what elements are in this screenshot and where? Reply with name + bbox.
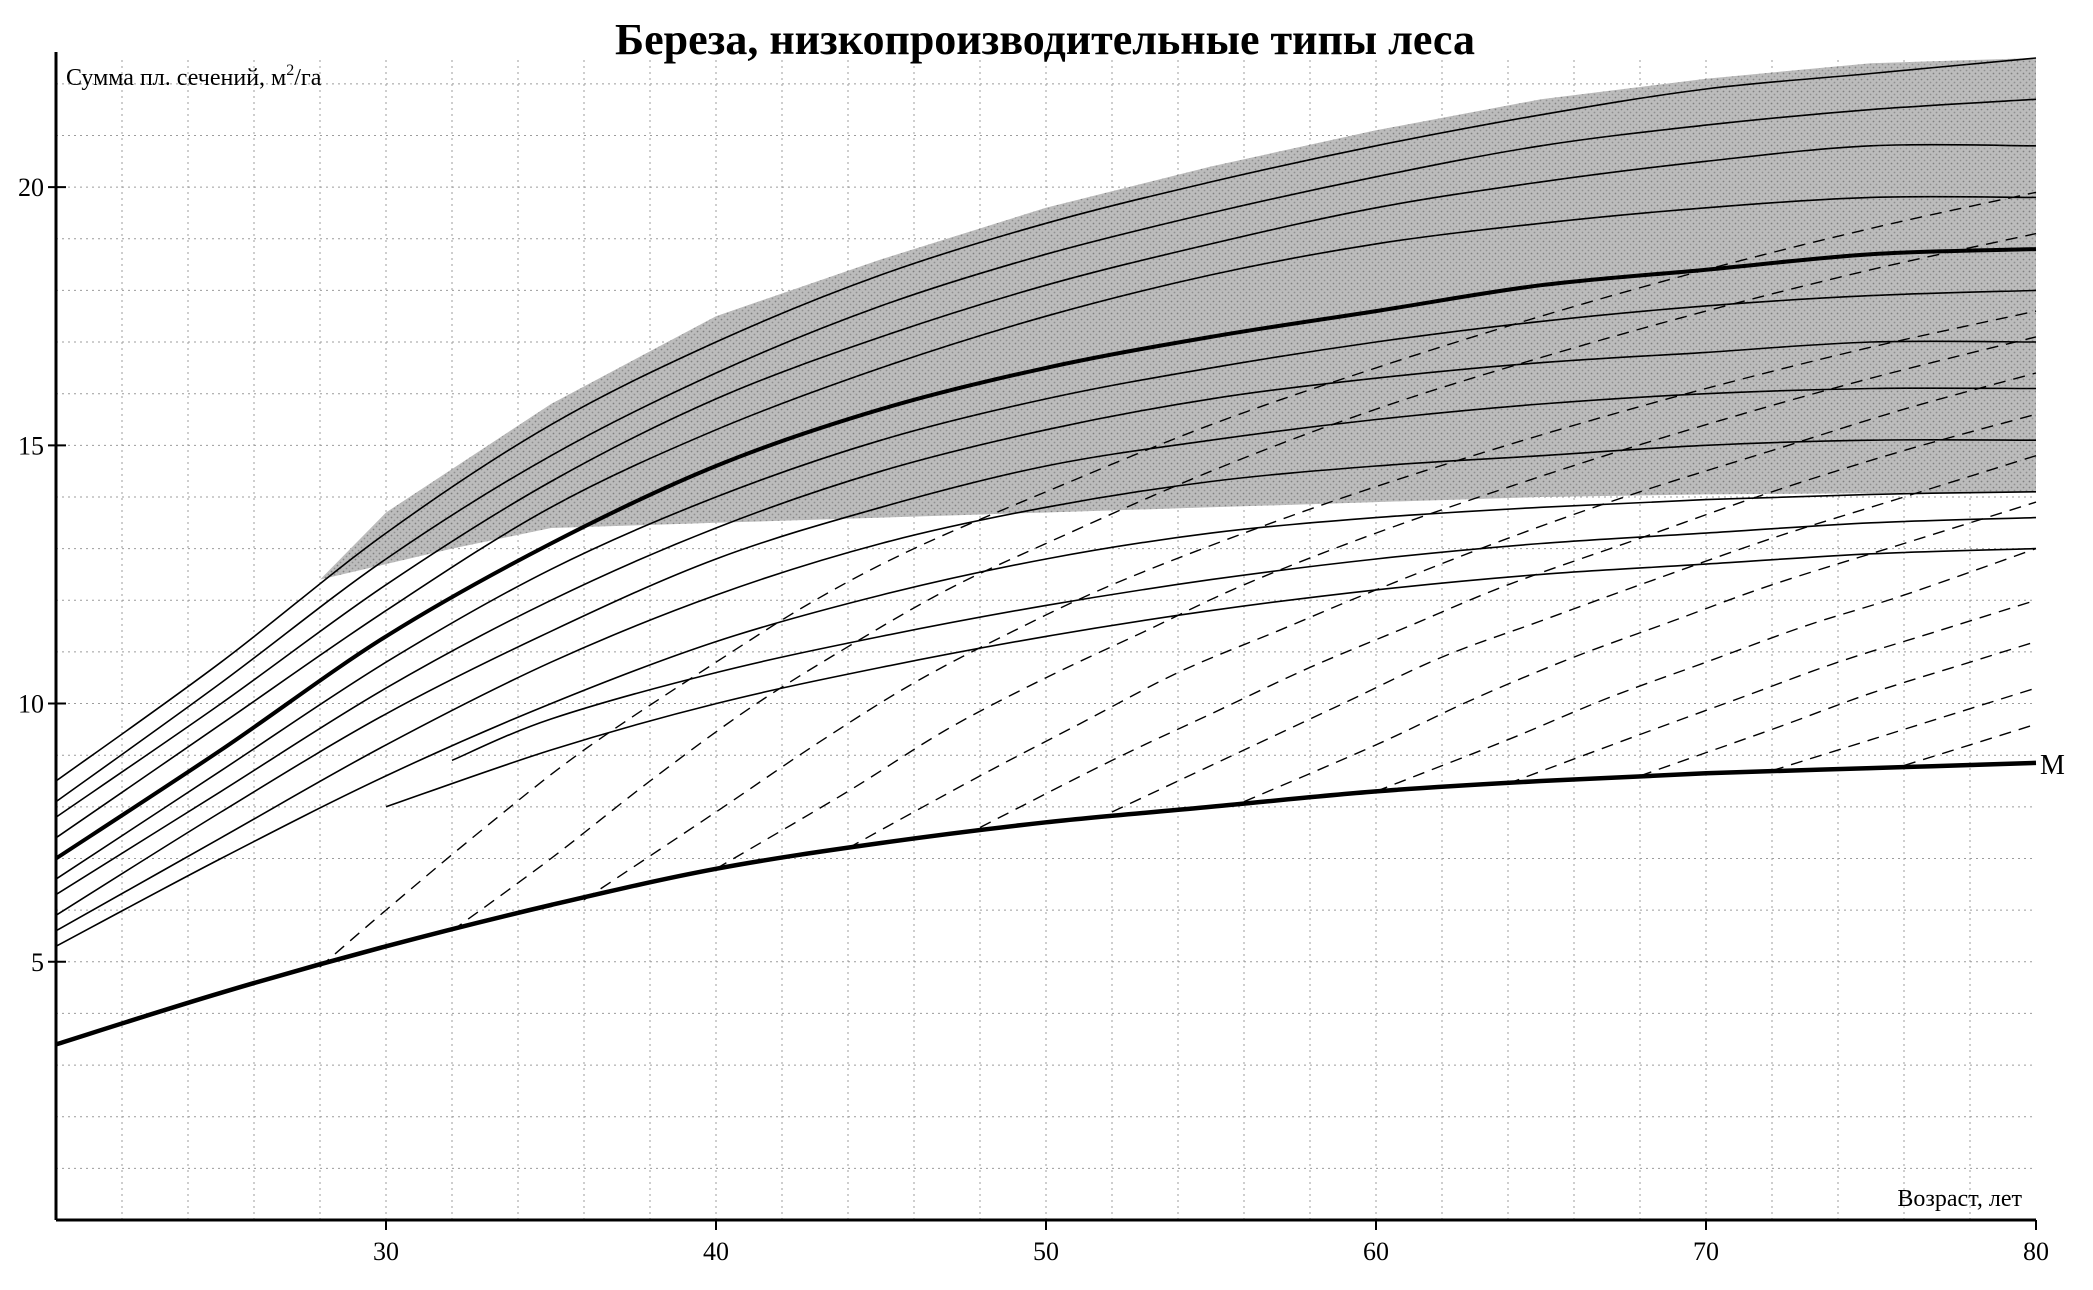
series-line-8 — [55, 387, 2037, 916]
dashed-line-3 — [583, 310, 2037, 901]
x-tick-label: 70 — [1693, 1237, 1719, 1266]
dashed-line-7 — [1111, 455, 2037, 813]
series-line-10 — [55, 491, 2037, 948]
y-tick-label: 20 — [18, 173, 44, 202]
x-tick-label: 60 — [1363, 1237, 1389, 1266]
y-tick-label: 10 — [18, 690, 44, 719]
y-axis-label-sup: 2 — [286, 62, 294, 79]
series-line-11 — [451, 516, 2037, 762]
series-line-3 — [55, 143, 2037, 818]
chart-title: Береза, низкопроизводительные типы леса — [615, 15, 1475, 64]
dashed-line-2 — [451, 232, 2037, 932]
y-tick-label: 5 — [31, 948, 44, 977]
x-tick-label: 30 — [373, 1237, 399, 1266]
dashed-line-13 — [1903, 723, 2037, 767]
dashed-line-8 — [1243, 501, 2037, 803]
x-axis-label: Возраст, лет — [1897, 1186, 2022, 1212]
y-axis-label: Сумма пл. сечений, м2/га — [66, 62, 322, 91]
series-line-2 — [55, 98, 2037, 803]
shaded-band — [320, 58, 2036, 580]
dashed-line-11 — [1639, 640, 2037, 777]
dashed-line-12 — [1771, 687, 2037, 772]
dashed-line-4 — [715, 336, 2037, 870]
y-axis-label-unit: /га — [294, 65, 322, 91]
y-tick-labels: 5 10 15 20 — [18, 173, 44, 977]
series-line-12 — [385, 547, 2037, 808]
x-tick-label: 80 — [2023, 1237, 2049, 1266]
axes — [48, 52, 2037, 1230]
min-curve-label: M — [2040, 750, 2065, 781]
x-tick-labels: 30 40 50 60 70 80 — [373, 1237, 2049, 1266]
y-tick-label: 15 — [18, 431, 44, 460]
shaded-band-area — [320, 58, 2036, 580]
series-line-5 — [54, 247, 2037, 861]
series-line-9 — [55, 439, 2037, 932]
series-lines — [54, 57, 2037, 1047]
min-curve-m — [55, 760, 2037, 1047]
series-line-6 — [55, 289, 2037, 880]
x-tick-label: 40 — [703, 1237, 729, 1266]
dashed-line-5 — [847, 372, 2037, 849]
series-line-4 — [55, 195, 2037, 839]
series-line-1 — [55, 57, 2037, 782]
dashed-line-10 — [1507, 599, 2037, 785]
dashed-line-9 — [1375, 547, 2037, 793]
series-line-7 — [55, 340, 2037, 896]
y-axis-label-main: Сумма пл. сечений, м — [66, 65, 286, 91]
x-tick-label: 50 — [1033, 1237, 1059, 1266]
